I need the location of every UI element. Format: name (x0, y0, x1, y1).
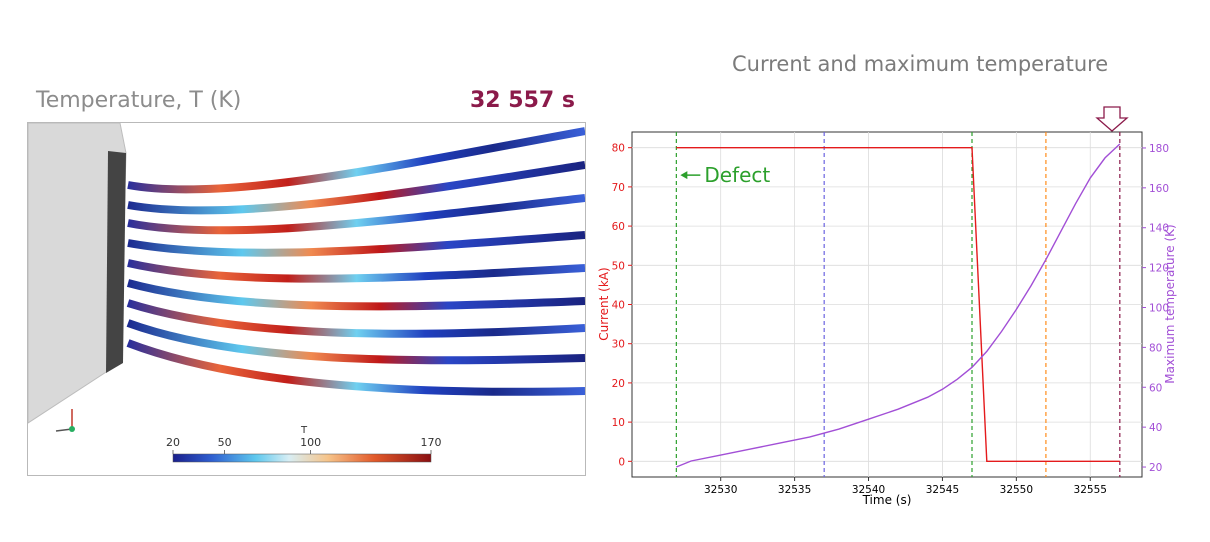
chart: 32530 32535 32540 32545 32550 32555 0 10 20 30 40… (597, 106, 1177, 507)
left-tick-label: 70 (612, 182, 625, 194)
colorbar-tick-label: 50 (218, 436, 232, 449)
x-tick-label: 32540 (852, 484, 885, 496)
x-axis-ticks: 32530 32535 32540 32545 32550 32555 (704, 477, 1107, 496)
right-axis-ticks: 20 40 60 80 100 120 140 160 180 (1142, 143, 1169, 474)
left-arrow-icon (680, 171, 688, 180)
left-tick-label: 20 (612, 378, 625, 390)
right-tick-label: 160 (1149, 183, 1169, 195)
left-tick-label: 40 (612, 300, 625, 312)
defect-annotation: Defect (680, 163, 770, 187)
colorbar-ticks: 20 50 100 170 (166, 436, 442, 454)
vertical-markers (675, 132, 1121, 477)
x-axis-label: Time (s) (862, 493, 912, 507)
colorbar-tick-label: 100 (300, 436, 321, 449)
right-axis-label: Maximum temperature (K) (1163, 224, 1177, 383)
right-tick-label: 180 (1149, 143, 1169, 155)
right-tick-label: 140 (1149, 223, 1169, 235)
x-tick-label: 32555 (1074, 484, 1107, 496)
colorbar-tick-label: 20 (166, 436, 180, 449)
left-tick-label: 50 (612, 260, 625, 272)
series-line-current (676, 147, 1120, 462)
left-tick-label: 0 (618, 456, 625, 468)
cable-connector-block (106, 151, 126, 373)
left-tick-label: 10 (612, 417, 625, 429)
arrow-down-icon (1095, 106, 1129, 132)
x-tick-label: 32530 (704, 484, 737, 496)
axes-triad-icon (55, 409, 75, 432)
annotation-text: Defect (704, 163, 770, 187)
simulation-render: T 20 50 100 170 (28, 123, 585, 463)
x-tick-label: 32550 (1000, 484, 1033, 496)
left-axis-label: Current (kA) (597, 267, 611, 340)
series-lines (676, 143, 1121, 468)
right-tick-label: 80 (1149, 342, 1162, 354)
series-line-maximum-temperature (676, 143, 1121, 468)
chart-title: Current and maximum temperature (732, 52, 1109, 76)
left-tick-label: 30 (612, 339, 625, 351)
colorbar (172, 453, 432, 463)
cable-bundle (126, 127, 585, 396)
right-tick-label: 100 (1149, 302, 1169, 314)
left-tick-label: 80 (612, 143, 625, 155)
x-tick-label: 32535 (778, 484, 811, 496)
x-tick-label: 32545 (926, 484, 959, 496)
colorbar-label: T (300, 425, 308, 436)
colorbar-tick-label: 170 (421, 436, 442, 449)
left-axis-ticks: 0 10 20 30 40 50 60 70 80 (612, 143, 632, 468)
simulation-time: 32 557 s (470, 88, 575, 113)
left-tick-label: 60 (612, 221, 625, 233)
simulation-title: Temperature, T (K) (36, 88, 242, 113)
right-tick-label: 20 (1149, 462, 1162, 474)
right-tick-label: 120 (1149, 263, 1169, 275)
simulation-viewport[interactable]: T 20 50 100 170 (27, 122, 586, 476)
right-tick-label: 60 (1149, 382, 1162, 394)
grid (632, 132, 1142, 477)
right-tick-label: 40 (1149, 422, 1162, 434)
